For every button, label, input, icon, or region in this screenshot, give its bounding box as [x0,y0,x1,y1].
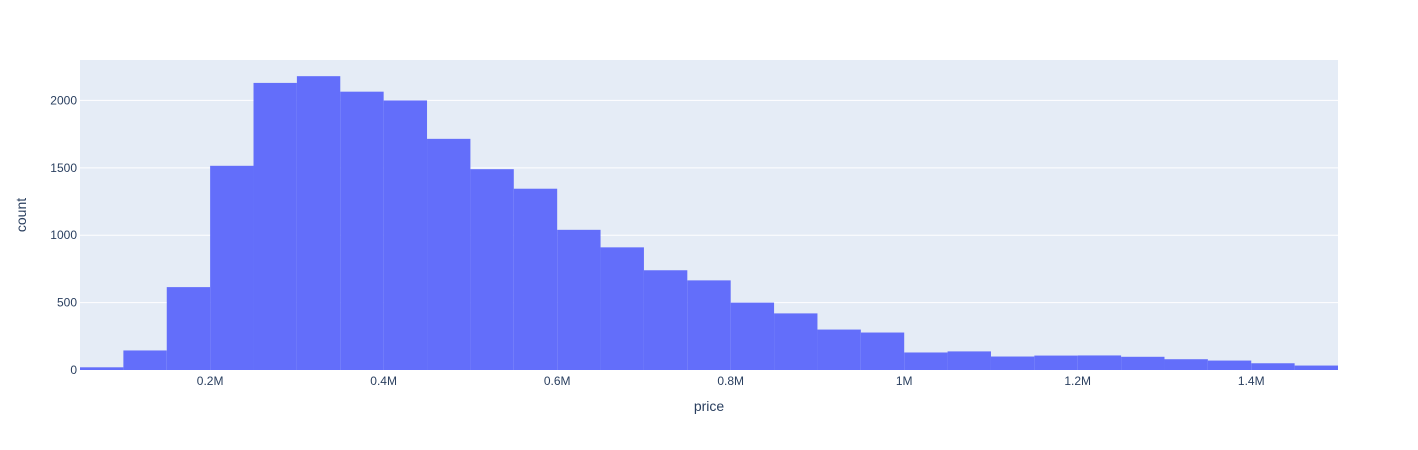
x-tick-label: 0.4M [370,374,397,388]
histogram-bar [730,302,775,370]
histogram-bar [904,352,948,370]
histogram-bar [383,100,428,370]
x-tick-label: 0.6M [544,374,571,388]
histogram-bar [296,76,341,370]
histogram-bar [123,350,167,370]
y-tick-label: 0 [70,363,77,377]
histogram-bar [340,91,384,370]
y-tick-label: 500 [57,296,77,310]
y-tick-label: 2000 [50,93,77,107]
x-tick-label: 1.4M [1238,374,1265,388]
histogram-bar [860,332,905,370]
x-axis-title: price [694,398,725,414]
histogram-bar [1294,365,1338,370]
histogram-bar [557,229,601,370]
y-tick-label: 1000 [50,228,77,242]
histogram-bar [600,247,644,370]
histogram-bar [470,169,514,370]
histogram-bar [427,138,471,370]
histogram-bar [253,82,297,371]
histogram-bar [643,270,688,370]
histogram-bar [1077,355,1122,370]
x-tick-label: 0.8M [717,374,744,388]
x-axis-ticks: 0.2M 0.4M 0.6M 0.8M 1M 1.2M 1.4M [197,374,1265,388]
histogram-bar [80,367,124,370]
histogram-bar [817,329,861,370]
histogram-bar [687,280,731,370]
y-tick-label: 1500 [50,161,77,175]
x-tick-label: 1.2M [1064,374,1091,388]
y-axis-ticks: 0 500 1000 1500 2000 [50,93,77,377]
x-tick-label: 1M [896,374,913,388]
histogram-bar [210,165,254,370]
histogram-bar [166,287,211,370]
x-tick-label: 0.2M [197,374,224,388]
bars [80,76,1338,371]
histogram-bar [1251,363,1295,370]
histogram-bar [990,356,1035,370]
histogram-bar [1034,355,1078,370]
histogram-bar [1121,356,1165,370]
histogram-bar [774,313,818,370]
histogram-bar [513,188,558,370]
histogram-bar [1164,359,1208,370]
y-axis-title: count [13,198,29,232]
histogram-bar [1207,360,1252,370]
histogram-bar [947,351,991,370]
